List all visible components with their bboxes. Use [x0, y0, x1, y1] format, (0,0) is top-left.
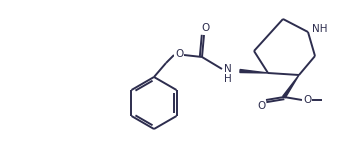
Polygon shape	[240, 69, 268, 73]
Text: O: O	[303, 95, 311, 105]
Text: O: O	[202, 23, 210, 33]
Text: H: H	[224, 74, 232, 84]
Polygon shape	[283, 75, 299, 98]
Text: O: O	[257, 101, 265, 111]
Text: O: O	[175, 49, 183, 59]
Text: NH: NH	[312, 24, 328, 34]
Text: N: N	[224, 64, 232, 74]
